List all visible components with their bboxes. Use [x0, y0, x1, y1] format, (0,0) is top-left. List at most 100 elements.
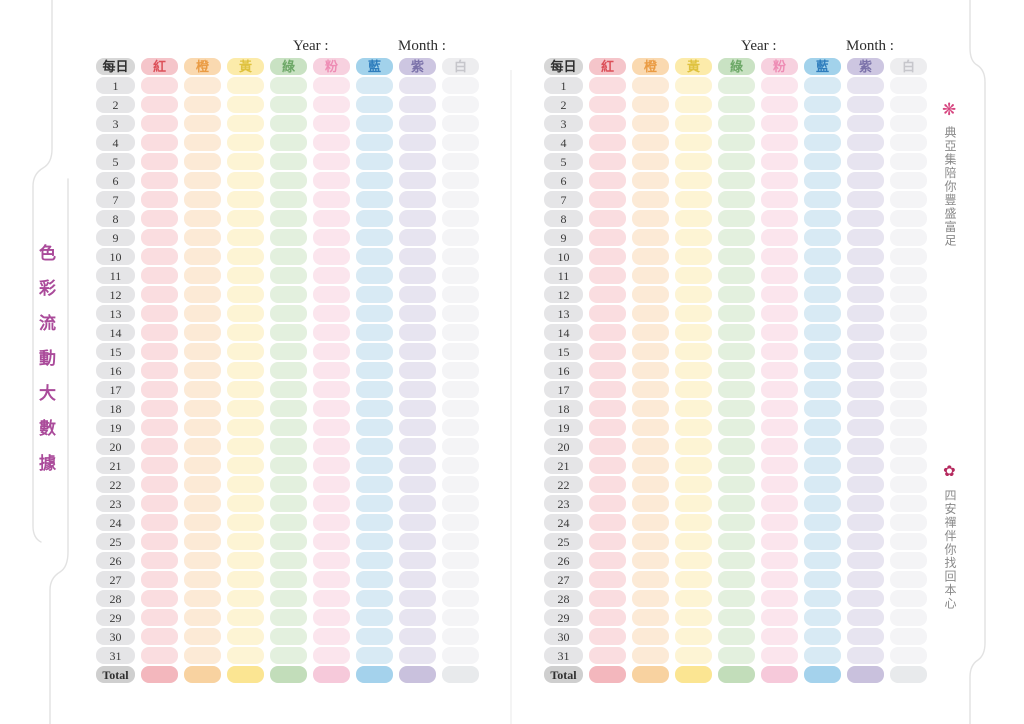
entry-cell-orange-day23 [184, 495, 221, 512]
color-header-cell-red: 紅 [589, 58, 626, 75]
left-page-edge [49, 178, 69, 724]
entry-cell-purple-day9 [847, 229, 884, 246]
entry-cell-blue-day6 [356, 172, 393, 189]
entry-cell-green-day7 [270, 191, 307, 208]
entry-cell-purple-day9 [399, 229, 436, 246]
entry-cell-red-day17 [589, 381, 626, 398]
entry-cell-orange-day29 [184, 609, 221, 626]
entry-cell-white-day2 [442, 96, 479, 113]
entry-cell-pink-day29 [761, 609, 798, 626]
entry-cell-red-day20 [141, 438, 178, 455]
entry-cell-yellow-day11 [227, 267, 264, 284]
entry-cell-yellow-day5 [227, 153, 264, 170]
entry-cell-pink-day13 [761, 305, 798, 322]
entry-cell-pink-day18 [313, 400, 350, 417]
entry-cell-blue-day6 [804, 172, 841, 189]
entry-cell-yellow-day10 [675, 248, 712, 265]
entry-cell-yellow-day1 [227, 77, 264, 94]
entry-cell-purple-day22 [399, 476, 436, 493]
entry-cell-red-day18 [589, 400, 626, 417]
entry-cell-green-day16 [718, 362, 755, 379]
entry-cell-green-day25 [270, 533, 307, 550]
entry-cell-white-day24 [890, 514, 927, 531]
entry-cell-purple-day25 [399, 533, 436, 550]
left-tab-title: 色彩流動大數據 [36, 244, 55, 489]
color-header-cell-pink: 粉 [761, 58, 798, 75]
entry-cell-green-day18 [270, 400, 307, 417]
entry-cell-purple-day31 [399, 647, 436, 664]
entry-cell-yellow-day25 [675, 533, 712, 550]
entry-cell-yellow-day25 [227, 533, 264, 550]
entry-cell-purple-day1 [847, 77, 884, 94]
entry-cell-pink-day31 [313, 647, 350, 664]
right-page-date-row: Year : Month : [544, 38, 934, 58]
entry-cell-green-day30 [270, 628, 307, 645]
color-header-cell-white: 白 [890, 58, 927, 75]
entry-cell-blue-day9 [804, 229, 841, 246]
entry-cell-white-day25 [890, 533, 927, 550]
entry-cell-purple-day17 [399, 381, 436, 398]
entry-cell-red-day5 [589, 153, 626, 170]
entry-cell-red-day21 [589, 457, 626, 474]
entry-cell-red-day16 [589, 362, 626, 379]
entry-cell-pink-day19 [761, 419, 798, 436]
entry-cell-orange-day13 [184, 305, 221, 322]
entry-cell-orange-day30 [632, 628, 669, 645]
entry-cell-blue-day2 [804, 96, 841, 113]
entry-cell-green-day23 [270, 495, 307, 512]
entry-cell-purple-day7 [399, 191, 436, 208]
entry-cell-blue-day13 [356, 305, 393, 322]
day-number-cell-20: 20 [544, 438, 583, 455]
entry-cell-white-day20 [890, 438, 927, 455]
day-number-cell-11: 11 [96, 267, 135, 284]
entry-cell-purple-day15 [847, 343, 884, 360]
entry-cell-red-day23 [141, 495, 178, 512]
entry-cell-yellow-day31 [227, 647, 264, 664]
entry-cell-green-day2 [270, 96, 307, 113]
entry-cell-red-day14 [589, 324, 626, 341]
day-number-cell-26: 26 [96, 552, 135, 569]
entry-cell-purple-day19 [399, 419, 436, 436]
entry-cell-pink-day4 [313, 134, 350, 151]
entry-cell-pink-day24 [313, 514, 350, 531]
entry-cell-blue-day26 [804, 552, 841, 569]
entry-cell-purple-day6 [847, 172, 884, 189]
entry-cell-blue-day4 [804, 134, 841, 151]
day-number-cell-3: 3 [544, 115, 583, 132]
entry-cell-green-day12 [270, 286, 307, 303]
entry-cell-red-day31 [589, 647, 626, 664]
entry-cell-purple-day12 [847, 286, 884, 303]
entry-cell-orange-day7 [184, 191, 221, 208]
entry-cell-blue-day9 [356, 229, 393, 246]
day-number-cell-13: 13 [544, 305, 583, 322]
day-number-cell-26: 26 [544, 552, 583, 569]
total-cell-purple [399, 666, 436, 683]
entry-cell-white-day5 [890, 153, 927, 170]
total-cell-orange [184, 666, 221, 683]
day-number-cell-18: 18 [96, 400, 135, 417]
total-cell-white [890, 666, 927, 683]
entry-cell-red-day6 [141, 172, 178, 189]
entry-cell-orange-day11 [632, 267, 669, 284]
total-cell-pink [313, 666, 350, 683]
entry-cell-blue-day12 [804, 286, 841, 303]
entry-cell-pink-day11 [313, 267, 350, 284]
entry-cell-green-day12 [718, 286, 755, 303]
color-header-cell-red: 紅 [141, 58, 178, 75]
entry-cell-green-day19 [270, 419, 307, 436]
entry-cell-green-day10 [270, 248, 307, 265]
entry-cell-white-day25 [442, 533, 479, 550]
day-number-cell-27: 27 [544, 571, 583, 588]
entry-cell-white-day13 [890, 305, 927, 322]
day-number-cell-9: 9 [96, 229, 135, 246]
entry-cell-red-day24 [141, 514, 178, 531]
entry-cell-blue-day19 [804, 419, 841, 436]
entry-cell-orange-day3 [184, 115, 221, 132]
entry-cell-blue-day15 [356, 343, 393, 360]
entry-cell-pink-day6 [761, 172, 798, 189]
entry-cell-yellow-day18 [675, 400, 712, 417]
entry-cell-yellow-day18 [227, 400, 264, 417]
entry-cell-orange-day28 [632, 590, 669, 607]
total-cell-blue [804, 666, 841, 683]
right-page: Year : Month : 每日紅橙黃綠粉藍紫白 1 2 3 4 5 6 7 8 9 10 11 12… [544, 38, 934, 683]
